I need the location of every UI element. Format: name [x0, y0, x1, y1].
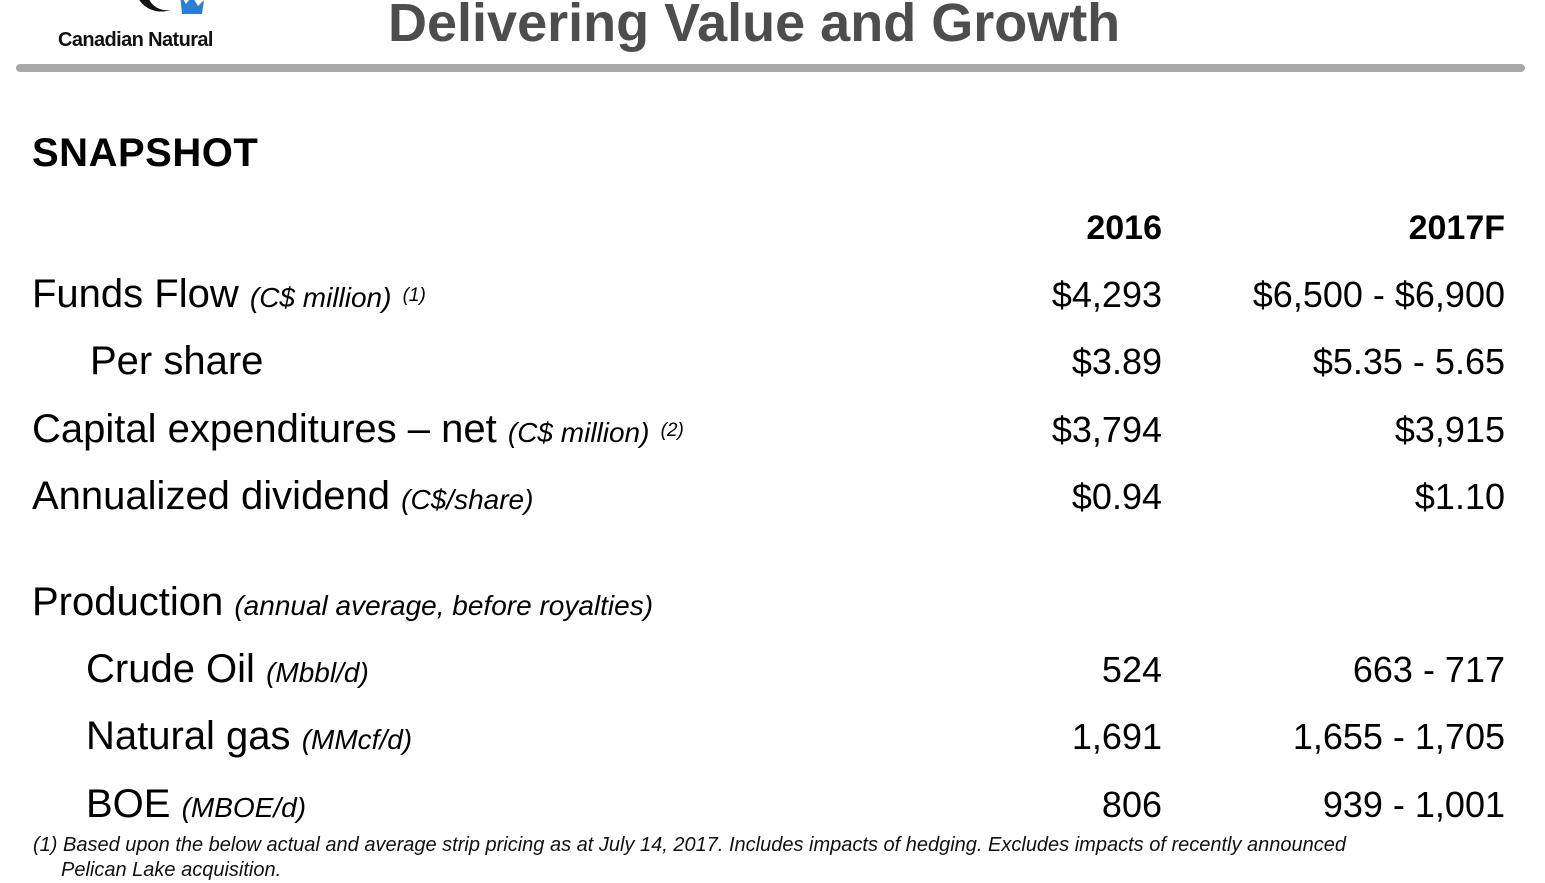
row-per-share: Per share $3.89 $5.35 - 5.65 [0, 339, 1545, 389]
footnote-line-1: (1) Based upon the below actual and aver… [33, 834, 1347, 856]
footnote-ref: (1) [402, 285, 426, 306]
value-2017f: 939 - 1,001 [1322, 784, 1505, 825]
value-2016: 1,691 [1071, 716, 1162, 757]
value-2016: 524 [1101, 649, 1162, 690]
value-2017f: $3,915 [1394, 409, 1505, 450]
row-label-text: Annualized dividend [32, 474, 391, 518]
value-2017f: $5.35 - 5.65 [1312, 341, 1505, 382]
row-label: Funds Flow (C$ million) (1) [32, 272, 426, 317]
row-label-text: Production [32, 580, 224, 624]
column-header-2016: 2016 [1086, 209, 1162, 247]
row-unit: (C$ million) [507, 417, 650, 448]
value-2017f: $6,500 - $6,900 [1252, 274, 1505, 315]
row-unit: (C$/share) [401, 484, 534, 515]
row-label: Capital expenditures – net (C$ million) … [32, 407, 684, 452]
row-funds-flow: Funds Flow (C$ million) (1) $4,293 $6,50… [0, 272, 1545, 322]
row-label-text: BOE [86, 782, 171, 826]
row-annualized-dividend: Annualized dividend (C$/share) $0.94 $1.… [0, 474, 1545, 524]
value-2017f: $1.10 [1414, 476, 1505, 517]
value-2016: $3.89 [1071, 341, 1162, 382]
section-title: SNAPSHOT [32, 131, 259, 175]
page-title: Delivering Value and Growth [388, 0, 1121, 53]
row-unit: (Mbbl/d) [266, 657, 369, 688]
row-label: Annualized dividend (C$/share) [32, 474, 533, 519]
row-unit: (MMcf/d) [301, 724, 413, 755]
row-natural-gas: Natural gas (MMcf/d) 1,691 1,655 - 1,705 [0, 714, 1545, 764]
value-2016: $0.94 [1071, 476, 1162, 517]
row-label: Production (annual average, before royal… [32, 580, 653, 625]
row-label: Crude Oil (Mbbl/d) [86, 647, 369, 692]
value-2016: $3,794 [1051, 409, 1162, 450]
row-boe: BOE (MBOE/d) 806 939 - 1,001 [0, 782, 1545, 832]
row-label-text: Per share [90, 339, 264, 383]
row-unit: (MBOE/d) [181, 792, 307, 823]
row-label: Per share [90, 339, 263, 384]
row-unit: (annual average, before royalties) [234, 590, 654, 621]
row-capital-expenditures: Capital expenditures – net (C$ million) … [0, 407, 1545, 457]
column-header-2017f: 2017F [1408, 209, 1505, 247]
row-crude-oil: Crude Oil (Mbbl/d) 524 663 - 717 [0, 647, 1545, 697]
row-label: Natural gas (MMcf/d) [86, 714, 412, 759]
footnote-ref: (2) [660, 420, 684, 441]
row-label: BOE (MBOE/d) [86, 782, 306, 827]
footnote-line-2: Pelican Lake acquisition. [61, 859, 282, 881]
value-2016: 806 [1101, 784, 1162, 825]
row-label-text: Natural gas [86, 714, 291, 758]
row-production-heading: Production (annual average, before royal… [0, 580, 1545, 630]
row-unit: (C$ million) [249, 282, 392, 313]
value-2016: $4,293 [1051, 274, 1162, 315]
company-logo: Canadian Natural [58, 0, 238, 56]
value-2017f: 1,655 - 1,705 [1292, 716, 1505, 757]
row-label-text: Crude Oil [86, 647, 255, 691]
canadian-natural-logo-icon [139, 0, 204, 14]
logo-wordmark: Canadian Natural [58, 29, 213, 51]
title-divider [16, 64, 1525, 72]
row-label-text: Funds Flow [32, 272, 239, 316]
row-label-text: Capital expenditures – net [32, 407, 497, 451]
footnote: (1) Based upon the below actual and aver… [33, 833, 1433, 883]
value-2017f: 663 - 717 [1352, 649, 1505, 690]
